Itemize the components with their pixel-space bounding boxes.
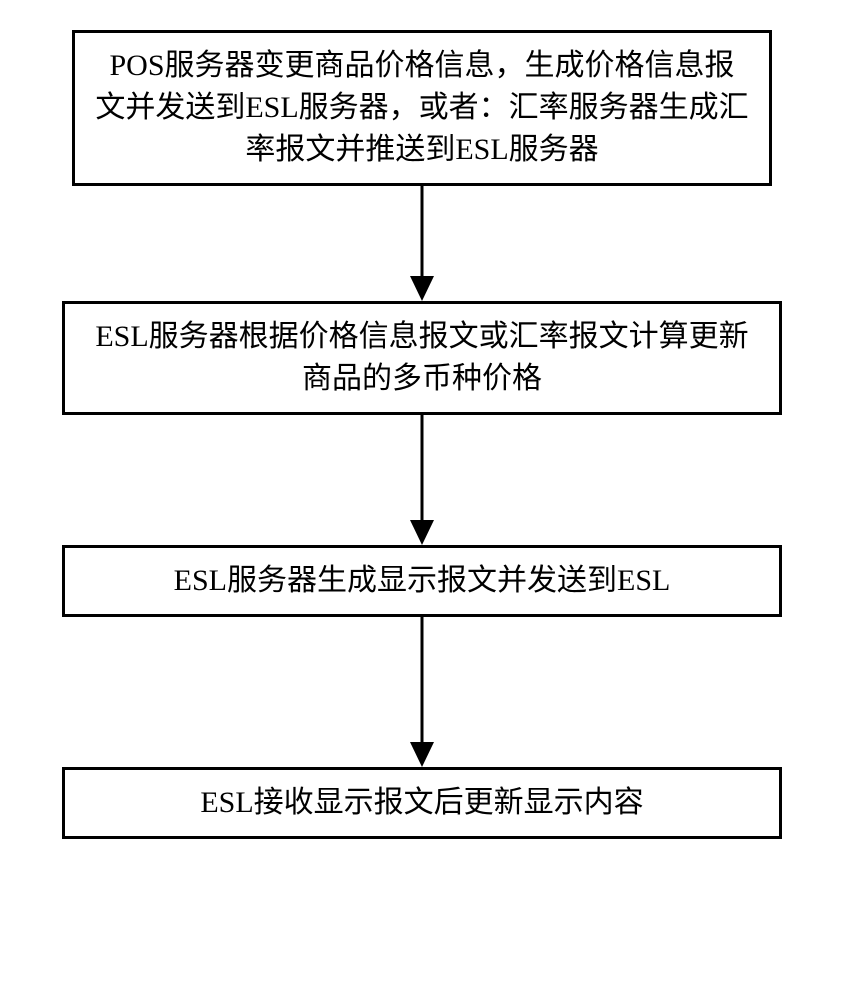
node-2-text: ESL服务器根据价格信息报文或汇率报文计算更新商品的多币种价格 [85, 316, 759, 400]
node-4-text: ESL接收显示报文后更新显示内容 [200, 782, 643, 824]
arrow-2 [50, 415, 794, 545]
node-1-text: POS服务器变更商品价格信息，生成价格信息报文并发送到ESL服务器，或者：汇率服… [95, 45, 749, 171]
flowchart-container: POS服务器变更商品价格信息，生成价格信息报文并发送到ESL服务器，或者：汇率服… [50, 30, 794, 839]
flowchart-node-4: ESL接收显示报文后更新显示内容 [62, 767, 782, 839]
flowchart-node-2: ESL服务器根据价格信息报文或汇率报文计算更新商品的多币种价格 [62, 301, 782, 415]
arrow-down-icon [402, 415, 442, 545]
flowchart-node-1: POS服务器变更商品价格信息，生成价格信息报文并发送到ESL服务器，或者：汇率服… [72, 30, 772, 186]
arrow-down-icon [402, 617, 442, 767]
flowchart-node-3: ESL服务器生成显示报文并发送到ESL [62, 545, 782, 617]
arrow-down-icon [402, 186, 442, 301]
arrow-3 [50, 617, 794, 767]
arrow-1 [50, 186, 794, 301]
node-3-text: ESL服务器生成显示报文并发送到ESL [174, 560, 671, 602]
